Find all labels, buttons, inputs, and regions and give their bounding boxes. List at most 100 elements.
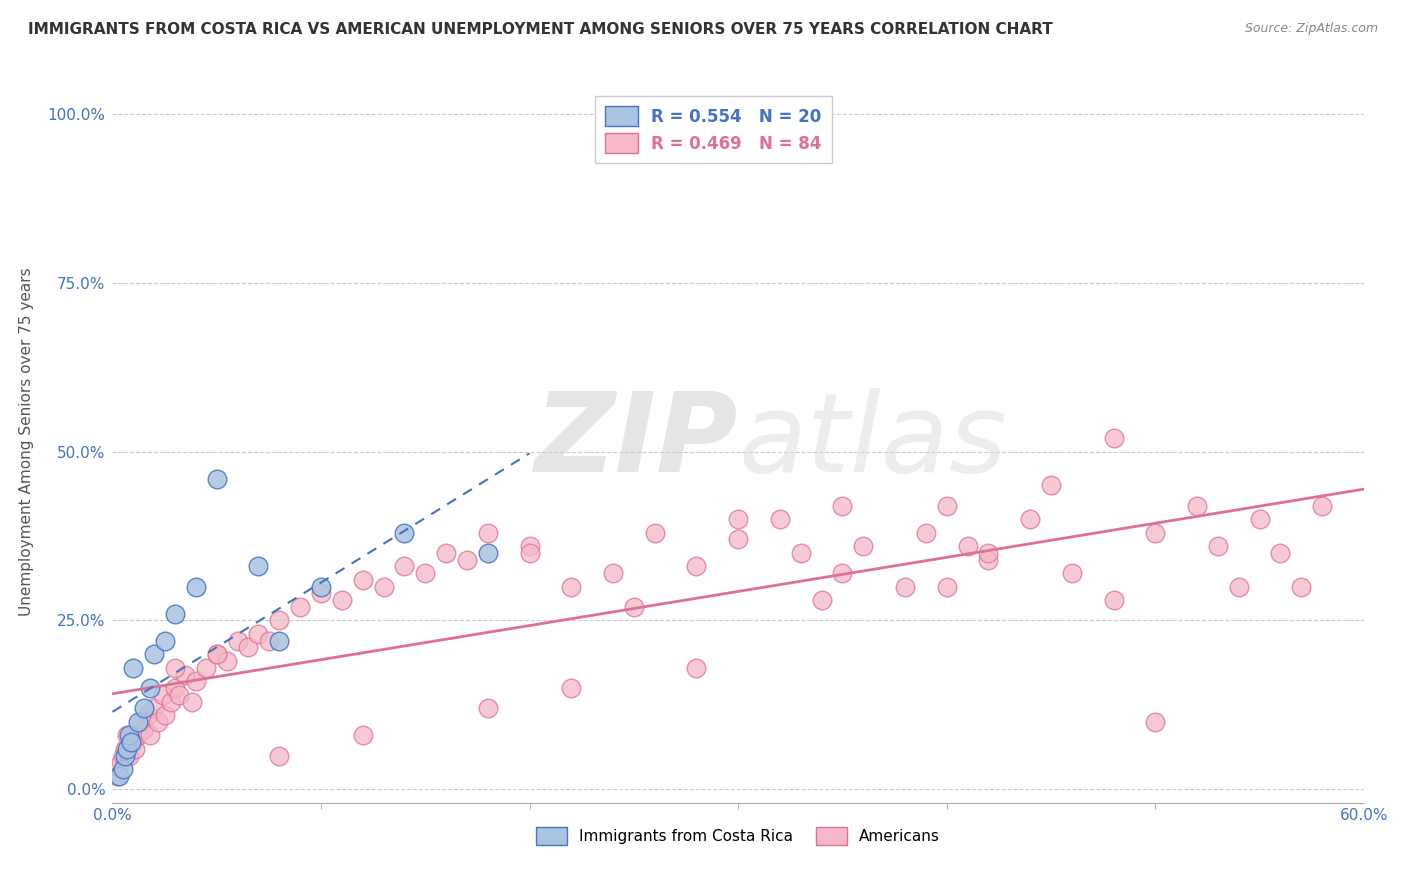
Point: [977, 552, 1000, 566]
Point: [956, 539, 979, 553]
Point: [560, 681, 582, 695]
Point: [519, 546, 541, 560]
Point: [247, 559, 270, 574]
Point: [163, 681, 186, 695]
Point: [105, 769, 128, 783]
Point: [1227, 580, 1250, 594]
Point: [935, 499, 957, 513]
Point: [685, 559, 707, 574]
Point: [477, 525, 499, 540]
Point: [831, 499, 853, 513]
Point: [1102, 431, 1125, 445]
Point: [1144, 714, 1167, 729]
Point: [309, 586, 332, 600]
Text: atlas: atlas: [738, 388, 1007, 495]
Point: [269, 748, 291, 763]
Point: [1144, 525, 1167, 540]
Point: [831, 566, 853, 581]
Point: [205, 647, 228, 661]
Point: [477, 546, 499, 560]
Point: [1060, 566, 1083, 581]
Point: [810, 593, 832, 607]
Point: [1249, 512, 1271, 526]
Point: [110, 756, 132, 770]
Point: [163, 661, 186, 675]
Point: [153, 633, 176, 648]
Point: [977, 546, 1000, 560]
Point: [257, 633, 280, 648]
Text: IMMIGRANTS FROM COSTA RICA VS AMERICAN UNEMPLOYMENT AMONG SENIORS OVER 75 YEARS : IMMIGRANTS FROM COSTA RICA VS AMERICAN U…: [28, 22, 1053, 37]
Point: [560, 580, 582, 594]
Point: [114, 741, 136, 756]
Point: [914, 525, 936, 540]
Point: [132, 701, 155, 715]
Point: [226, 633, 249, 648]
Point: [195, 661, 218, 675]
Point: [236, 640, 259, 655]
Point: [205, 472, 228, 486]
Point: [519, 539, 541, 553]
Point: [309, 580, 332, 594]
Point: [1019, 512, 1042, 526]
Point: [727, 512, 749, 526]
Point: [127, 728, 149, 742]
Point: [727, 533, 749, 547]
Point: [1270, 546, 1292, 560]
Point: [131, 714, 153, 729]
Point: [373, 580, 395, 594]
Point: [139, 728, 162, 742]
Point: [1102, 593, 1125, 607]
Point: [477, 701, 499, 715]
Point: [120, 735, 142, 749]
Point: [127, 714, 149, 729]
Point: [167, 688, 190, 702]
Point: [174, 667, 197, 681]
Point: [790, 546, 813, 560]
Point: [153, 708, 176, 723]
Point: [122, 661, 145, 675]
Point: [143, 701, 166, 715]
Point: [148, 714, 170, 729]
Point: [180, 694, 202, 708]
Point: [217, 654, 239, 668]
Point: [456, 552, 478, 566]
Point: [623, 599, 645, 614]
Point: [118, 728, 141, 742]
Point: [184, 580, 207, 594]
Point: [685, 661, 707, 675]
Legend: Immigrants from Costa Rica, Americans: Immigrants from Costa Rica, Americans: [529, 819, 948, 853]
Point: [269, 633, 291, 648]
Point: [115, 728, 138, 742]
Point: [122, 735, 145, 749]
Point: [935, 580, 957, 594]
Point: [602, 566, 624, 581]
Point: [1206, 539, 1229, 553]
Point: [1185, 499, 1208, 513]
Point: [205, 647, 228, 661]
Point: [107, 769, 129, 783]
Point: [394, 559, 416, 574]
Y-axis label: Unemployment Among Seniors over 75 years: Unemployment Among Seniors over 75 years: [18, 268, 34, 615]
Point: [352, 728, 374, 742]
Point: [160, 694, 183, 708]
Point: [1039, 478, 1063, 492]
Point: [769, 512, 792, 526]
Point: [152, 688, 174, 702]
Point: [136, 708, 159, 723]
Point: [163, 607, 186, 621]
Text: ZIP: ZIP: [534, 388, 738, 495]
Point: [111, 748, 134, 763]
Point: [644, 525, 666, 540]
Point: [894, 580, 917, 594]
Point: [1291, 580, 1313, 594]
Point: [124, 741, 146, 756]
Point: [111, 762, 134, 776]
Point: [269, 614, 291, 628]
Point: [290, 599, 312, 614]
Point: [139, 681, 162, 695]
Point: [394, 525, 416, 540]
Point: [132, 722, 155, 736]
Point: [114, 748, 136, 763]
Point: [115, 741, 138, 756]
Point: [330, 593, 353, 607]
